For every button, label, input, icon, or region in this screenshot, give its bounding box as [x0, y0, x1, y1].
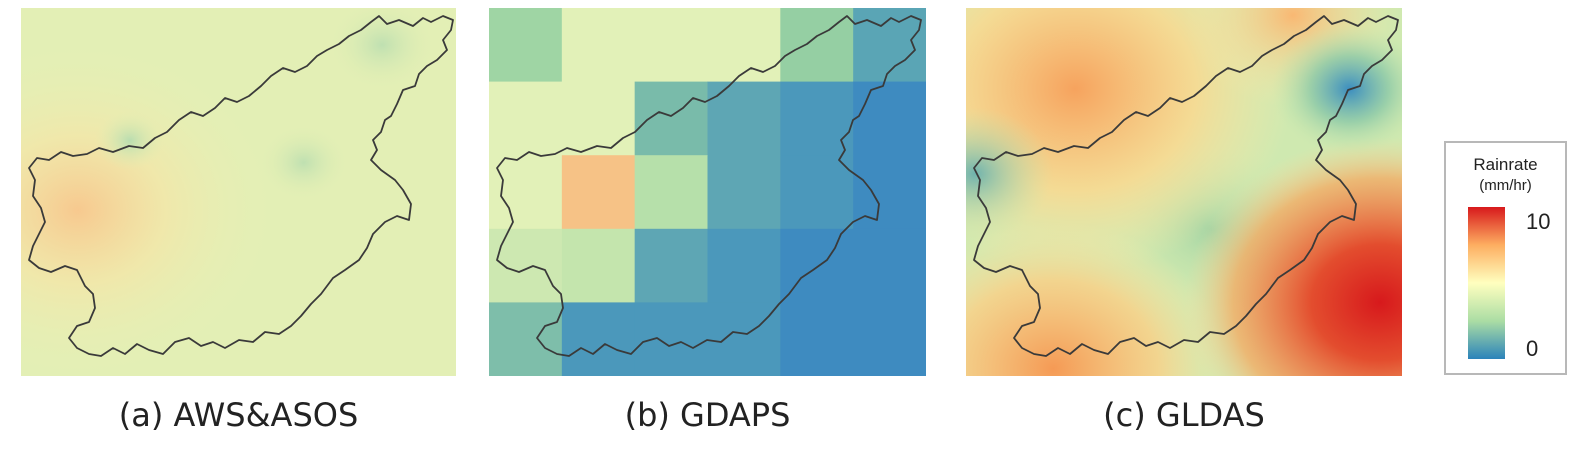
gdaps-grid-cell	[489, 155, 563, 230]
gdaps-grid-cell	[489, 228, 563, 303]
panel-gdaps	[489, 8, 926, 376]
gdaps-grid-cell	[634, 8, 708, 83]
gdaps-grid-cell	[853, 155, 926, 230]
gdaps-grid-cell	[634, 81, 708, 156]
gdaps-grid-cell	[634, 302, 708, 376]
caption-aws-asos: (a) AWS&ASOS	[118, 396, 359, 434]
basin-boundary	[496, 15, 922, 357]
gdaps-grid-cell	[707, 155, 781, 230]
gdaps-grid-cell	[634, 228, 708, 303]
caption-gdaps: (b) GDAPS	[624, 396, 791, 434]
rainrate-legend: Rainrate (mm/hr) 10 0	[1444, 141, 1567, 375]
panel-gldas	[966, 8, 1402, 376]
gdaps-grid-cell	[707, 81, 781, 156]
gdaps-grid-cell	[489, 8, 563, 83]
gdaps-grid-cell	[853, 81, 926, 156]
gdaps-grid-cell	[707, 8, 781, 83]
gdaps-grid-cell	[489, 81, 563, 156]
basin-boundary	[28, 15, 454, 357]
gdaps-grid-cell	[561, 228, 636, 303]
gdaps-grid-cell	[489, 302, 563, 376]
legend-min-label: 0	[1526, 336, 1539, 361]
gdaps-grid-cell	[853, 302, 926, 376]
gdaps-grid-cell	[707, 302, 781, 376]
gdaps-grid-cell	[561, 81, 636, 156]
gdaps-grid-cell	[707, 228, 781, 303]
gdaps-grid-cell	[561, 8, 636, 83]
legend-title: Rainrate	[1473, 155, 1538, 174]
gdaps-grid-cell	[780, 155, 854, 230]
gdaps-grid-cell	[853, 228, 926, 303]
caption-gldas: (c) GLDAS	[1103, 396, 1265, 434]
gdaps-grid-cell	[561, 302, 636, 376]
basin-boundary	[973, 15, 1399, 357]
gdaps-map	[489, 8, 926, 376]
gdaps-grid-cell	[780, 302, 854, 376]
legend-max-label: 10	[1526, 209, 1551, 234]
aws-asos-map	[21, 8, 456, 376]
gdaps-grid-cell	[561, 155, 636, 230]
gdaps-grid-cell	[634, 155, 708, 230]
gldas-map	[966, 8, 1402, 376]
legend-unit: (mm/hr)	[1479, 177, 1532, 194]
legend-color-bar	[1468, 207, 1505, 359]
panel-aws-asos	[21, 8, 456, 376]
